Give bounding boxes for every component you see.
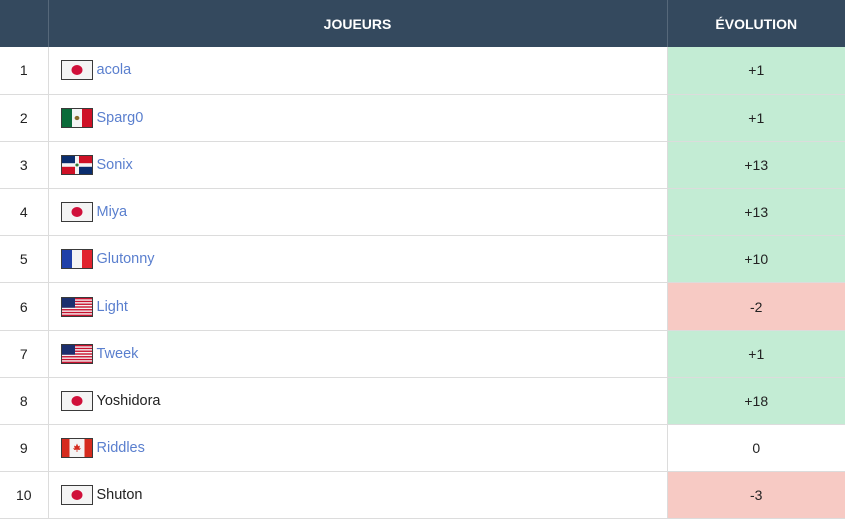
player-info: Miya xyxy=(60,202,667,223)
player-link[interactable]: Sparg0 xyxy=(96,109,144,126)
table-row: 8 Yoshidora +18 xyxy=(0,377,845,426)
evolution-cell: +1 xyxy=(667,47,845,95)
table-row: 2 Sparg0 +1 xyxy=(0,94,845,142)
player-info: Tweek xyxy=(60,343,667,364)
rank-cell: 2 xyxy=(0,94,49,142)
player-link[interactable]: Tweek xyxy=(96,345,139,362)
do-flag-icon xyxy=(60,154,93,175)
evolution-cell: -2 xyxy=(667,282,845,331)
rank-cell: 1 xyxy=(0,47,49,95)
player-name: Yoshidora xyxy=(96,392,161,409)
fr-flag-icon xyxy=(60,249,93,270)
jp-flag-icon xyxy=(60,390,93,411)
rank-cell: 3 xyxy=(0,141,49,190)
table-row: 6 Light -2 xyxy=(0,282,845,331)
player-info: Light xyxy=(60,296,667,317)
player-info: Sonix xyxy=(60,154,667,175)
evolution-cell: +13 xyxy=(667,141,845,190)
rank-cell: 6 xyxy=(0,282,49,331)
player-cell: Miya xyxy=(48,188,668,237)
evolution-cell: +13 xyxy=(667,188,845,237)
ca-flag-icon xyxy=(60,438,93,459)
jp-flag-icon xyxy=(60,485,93,506)
player-cell: Sparg0 xyxy=(48,94,668,142)
player-link[interactable]: Light xyxy=(96,298,128,315)
rank-cell: 5 xyxy=(0,235,49,284)
table-row: 7 Tweek +1 xyxy=(0,330,845,378)
table-row: 10 Shuton -3 xyxy=(0,471,845,520)
evolution-column-header: ÉVOLUTION xyxy=(667,0,845,47)
player-cell: acola xyxy=(48,47,668,95)
player-info: Sparg0 xyxy=(60,107,667,128)
player-info: acola xyxy=(60,60,667,81)
player-cell: Light xyxy=(48,282,668,331)
player-link[interactable]: acola xyxy=(96,62,132,79)
player-cell: Yoshidora xyxy=(48,377,668,426)
table-body: 1 acola +1 2 Sparg0 +1 3 Sonix +13 4 Miya +13 5 Gluto… xyxy=(0,47,845,520)
us-flag-icon xyxy=(60,343,93,364)
evolution-cell: +10 xyxy=(667,235,845,284)
player-cell: Sonix xyxy=(48,141,668,190)
player-info: Riddles xyxy=(60,438,667,459)
evolution-cell: +18 xyxy=(667,377,845,426)
player-link[interactable]: Sonix xyxy=(96,156,133,173)
jp-flag-icon xyxy=(60,60,93,81)
player-cell: Shuton xyxy=(48,471,668,520)
jp-flag-icon xyxy=(60,202,93,223)
rank-cell: 4 xyxy=(0,188,49,237)
player-cell: Riddles xyxy=(48,424,668,473)
table-row: 3 Sonix +13 xyxy=(0,141,845,190)
player-link[interactable]: Glutonny xyxy=(96,251,155,268)
evolution-cell: +1 xyxy=(667,94,845,142)
player-name: Shuton xyxy=(96,487,143,504)
rank-cell: 7 xyxy=(0,330,49,378)
rank-cell: 8 xyxy=(0,377,49,426)
table-row: 4 Miya +13 xyxy=(0,188,845,237)
player-link[interactable]: Miya xyxy=(96,204,128,221)
rank-cell: 9 xyxy=(0,424,49,473)
rank-column-header xyxy=(0,0,49,47)
player-cell: Glutonny xyxy=(48,235,668,284)
table-row: 5 Glutonny +10 xyxy=(0,235,845,284)
table-row: 1 acola +1 xyxy=(0,47,845,95)
player-link[interactable]: Riddles xyxy=(96,440,145,457)
player-info: Yoshidora xyxy=(60,390,667,411)
player-info: Shuton xyxy=(60,485,667,506)
player-cell: Tweek xyxy=(48,330,668,378)
us-flag-icon xyxy=(60,296,93,317)
evolution-cell: -3 xyxy=(667,471,845,520)
evolution-cell: +1 xyxy=(667,330,845,378)
players-column-header: JOUEURS xyxy=(48,0,668,47)
rank-cell: 10 xyxy=(0,471,49,520)
mx-flag-icon xyxy=(60,107,93,128)
table-row: 9 Riddles 0 xyxy=(0,424,845,473)
table-header: JOUEURS ÉVOLUTION xyxy=(0,0,845,47)
evolution-cell: 0 xyxy=(667,424,845,473)
player-info: Glutonny xyxy=(60,249,667,270)
